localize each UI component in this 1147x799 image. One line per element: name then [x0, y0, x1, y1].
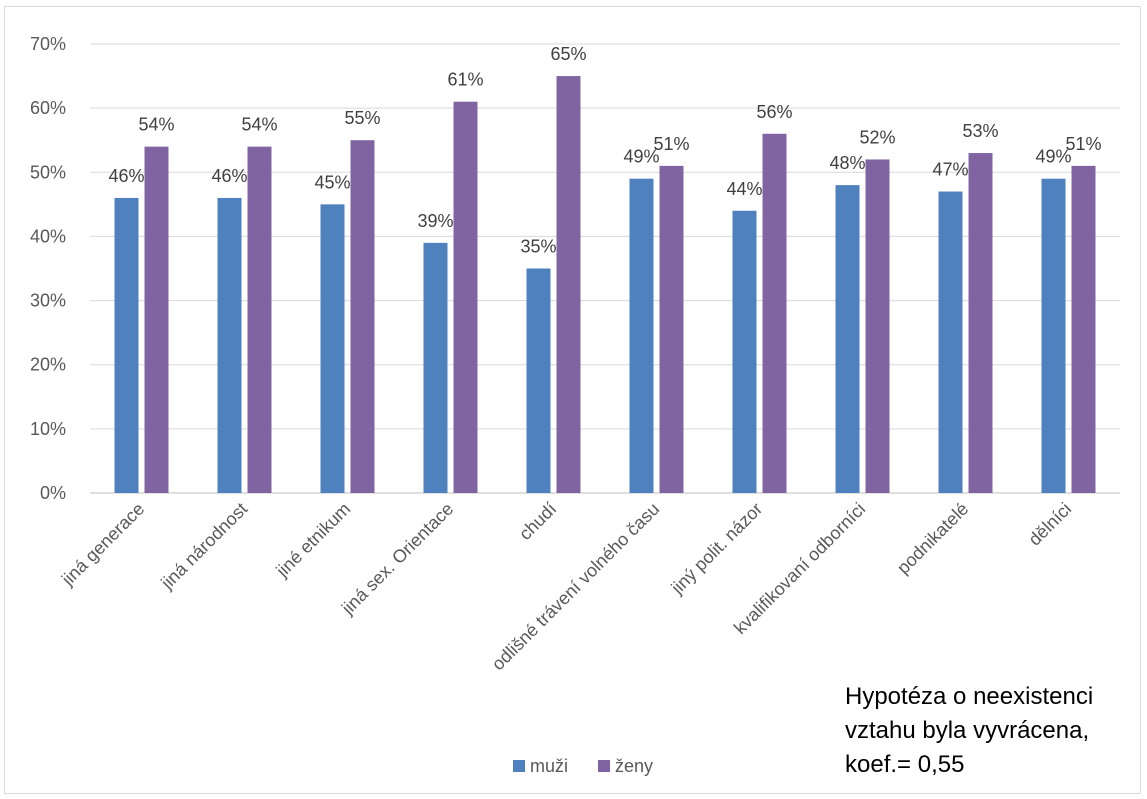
data-label-muzi: 49% — [1035, 147, 1071, 167]
y-tick-label: 50% — [30, 162, 66, 182]
bar-muzi — [732, 210, 757, 493]
data-label-muzi: 39% — [417, 211, 453, 231]
hypothesis-note: Hypotéza o neexistenci vztahu byla vyvrá… — [845, 683, 1094, 778]
data-label-zeny: 61% — [447, 70, 483, 90]
bar-zeny — [453, 101, 478, 493]
bar-muzi — [423, 242, 448, 493]
bar-muzi — [938, 191, 963, 493]
y-tick-label: 70% — [30, 34, 66, 54]
bar-zeny — [247, 146, 272, 493]
bar-muzi — [217, 197, 242, 493]
bar-zeny — [762, 133, 787, 494]
y-tick-label: 0% — [40, 483, 66, 503]
legend-label-muzi: muži — [530, 756, 568, 776]
y-tick-label: 30% — [30, 291, 66, 311]
x-tick-label: podnikatelé — [893, 499, 972, 578]
y-tick-label: 60% — [30, 98, 66, 118]
x-tick-label: jiný polit. názor — [667, 499, 767, 599]
bar-muzi — [835, 185, 860, 493]
data-label-zeny: 51% — [653, 134, 689, 154]
grid-lines — [90, 43, 1120, 494]
data-label-zeny: 53% — [962, 121, 998, 141]
data-label-zeny: 56% — [756, 102, 792, 122]
bar-zeny — [350, 140, 375, 493]
x-tick-label: dělníci — [1024, 499, 1075, 550]
x-axis-ticks: jiná generace jiná národnost jiné etnikumj… — [57, 499, 1075, 674]
y-axis-ticks: 0% 10% 20% 30% 40% 50% 60% 70% — [30, 34, 66, 503]
data-label-muzi: 45% — [314, 172, 350, 192]
bar-muzi — [629, 178, 654, 493]
data-label-muzi: 46% — [211, 166, 247, 186]
y-tick-label: 10% — [30, 419, 66, 439]
data-label-zeny: 54% — [241, 115, 277, 135]
data-label-muzi: 47% — [932, 160, 968, 180]
bar-zeny — [556, 76, 581, 494]
y-tick-label: 40% — [30, 226, 66, 246]
legend: muži ženy — [513, 756, 653, 776]
bar-zeny — [659, 165, 684, 493]
x-tick-label: odlišné trávení volného času — [488, 499, 663, 674]
data-label-muzi: 46% — [108, 166, 144, 186]
data-label-muzi: 44% — [726, 179, 762, 199]
x-tick-label: chudí — [515, 499, 560, 544]
x-tick-label: jiná generace — [57, 499, 148, 590]
bar-zeny — [865, 159, 890, 493]
bar-muzi — [114, 197, 139, 493]
bar-zeny — [144, 146, 169, 493]
legend-swatch-zeny — [598, 760, 610, 772]
bar-zeny — [968, 153, 993, 494]
bar-muzi — [526, 268, 551, 493]
bar-muzi — [1041, 178, 1066, 493]
data-label-zeny: 52% — [859, 127, 895, 147]
data-label-zeny: 51% — [1065, 134, 1101, 154]
legend-label-zeny: ženy — [615, 756, 653, 776]
data-label-muzi: 35% — [520, 237, 556, 257]
data-label-zeny: 55% — [344, 108, 380, 128]
x-tick-label: jiná národnost — [157, 499, 252, 594]
bar-zeny — [1071, 165, 1096, 493]
x-tick-label: jiná sex. Orientace — [337, 499, 457, 619]
data-label-muzi: 49% — [623, 147, 659, 167]
data-labels: 46%54%46%54%45%55%39%61%35%65%49%51%44%5… — [108, 44, 1101, 256]
bars — [114, 76, 1096, 494]
y-tick-label: 20% — [30, 355, 66, 375]
data-label-zeny: 65% — [550, 44, 586, 64]
data-label-muzi: 48% — [829, 153, 865, 173]
legend-swatch-muzi — [513, 760, 525, 772]
bar-muzi — [320, 204, 345, 493]
data-label-zeny: 54% — [138, 115, 174, 135]
x-tick-label: jiné etnikum — [272, 499, 355, 582]
